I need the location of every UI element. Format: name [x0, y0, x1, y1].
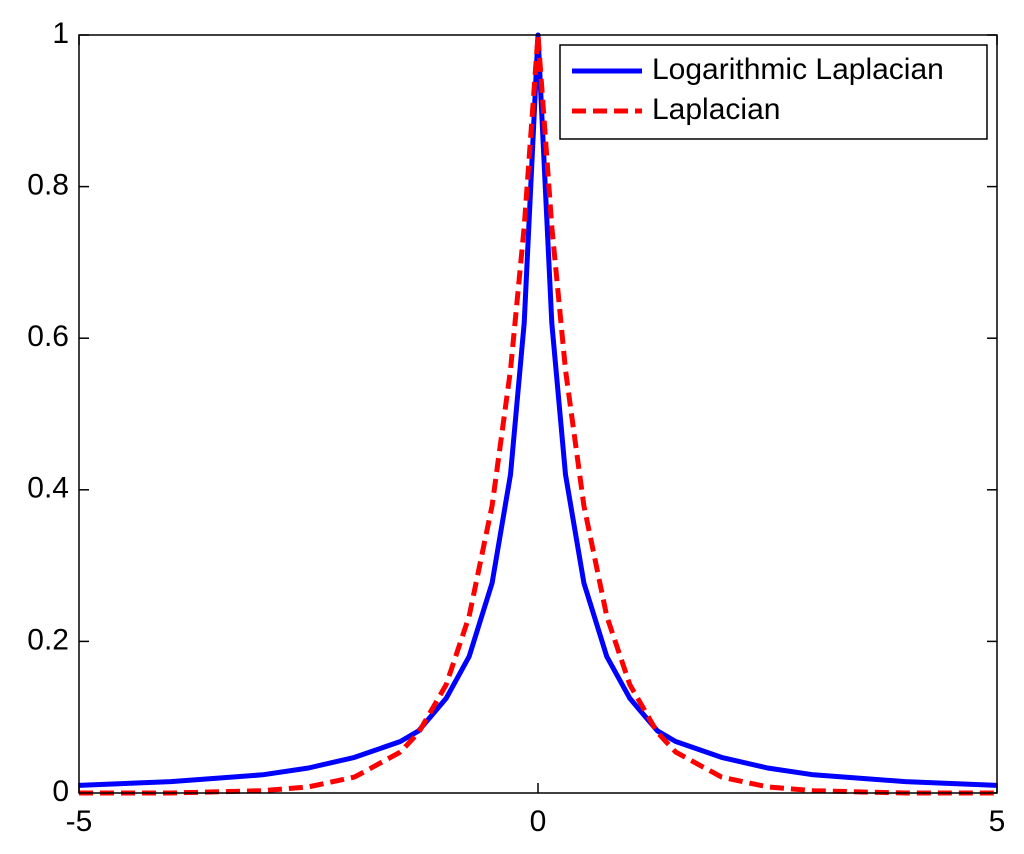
y-tick-label: 0.2: [27, 623, 69, 656]
y-tick-label: 0.8: [27, 169, 69, 202]
plot-frame: [78, 34, 998, 794]
y-tick-label: 0: [52, 775, 69, 808]
y-tick-label: 1: [52, 17, 69, 50]
x-tick-label: 0: [530, 805, 547, 838]
legend-label: Logarithmic Laplacian: [652, 53, 944, 86]
series-line: [79, 32, 997, 796]
y-tick-label: 0.4: [27, 472, 69, 505]
legend-box: [559, 44, 988, 140]
x-tick-label: 5: [989, 805, 1006, 838]
legend-label: Laplacian: [652, 93, 780, 126]
x-tick-label: -5: [66, 805, 93, 838]
y-tick-label: 0.6: [27, 320, 69, 353]
